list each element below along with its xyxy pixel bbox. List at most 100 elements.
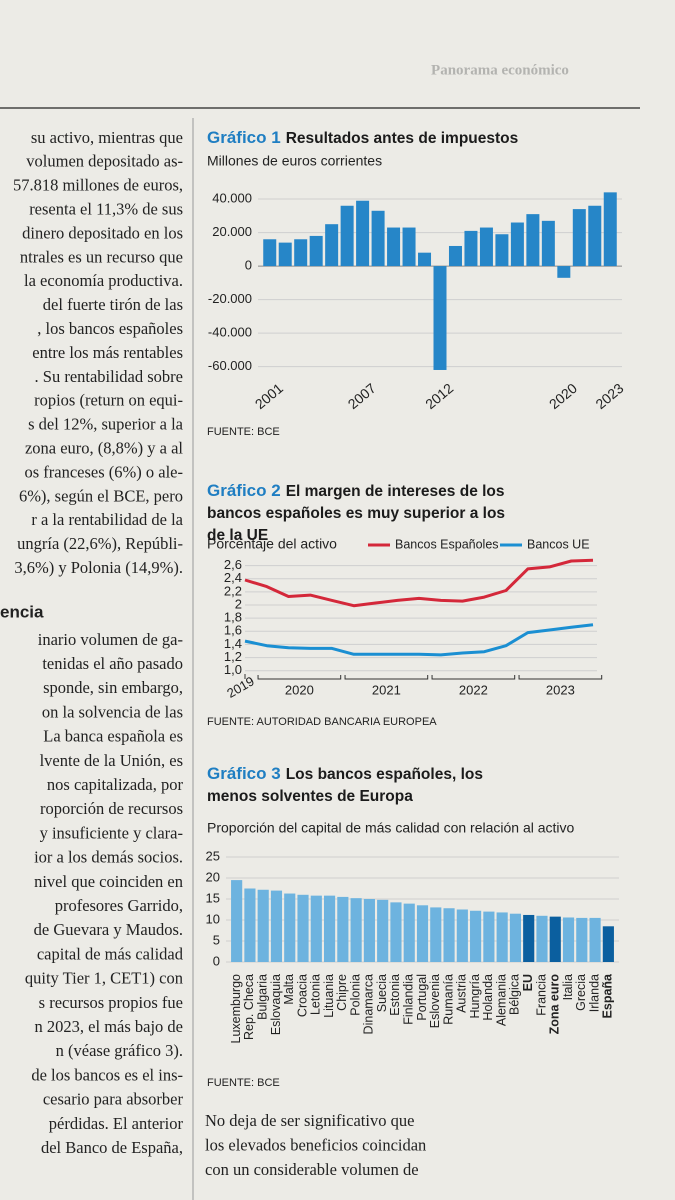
bar [310, 895, 322, 962]
bar [470, 910, 482, 962]
body-line: lvente de la Unión, es [40, 751, 183, 770]
chart-source: FUENTE: AUTORIDAD BANCARIA EUROPEA [207, 716, 437, 728]
x-tick-label: 2001 [252, 380, 286, 412]
body-line: La banca española es [43, 727, 183, 746]
x-tick-label: Grecia [574, 974, 588, 1011]
body-line: dinero depositado en los [22, 223, 183, 242]
bar [363, 899, 375, 962]
bar [263, 239, 277, 267]
bar [433, 266, 447, 370]
y-tick-label: 15 [206, 890, 220, 905]
bar [350, 898, 362, 962]
body-line: ropios (return on equi- [34, 391, 183, 410]
bar [557, 266, 571, 278]
y-tick-label: 1,0 [224, 662, 242, 677]
bar [257, 889, 269, 962]
chart-source: FUENTE: BCE [207, 1077, 280, 1089]
bar [448, 245, 462, 267]
bar [337, 896, 349, 962]
bar [562, 917, 575, 962]
x-tick-label: Austria [455, 974, 469, 1013]
bar [325, 224, 339, 267]
bar [270, 890, 283, 962]
body-line: pérdidas. El anterior [49, 1114, 184, 1133]
chart-title-text: Los bancos españoles, los menos solvente… [207, 766, 483, 805]
body-line: ior a los demás socios. [34, 848, 183, 867]
year-bracket [344, 675, 429, 680]
bar [297, 894, 309, 962]
chart-title: Gráfico 1 Resultados antes de impuestos [207, 127, 627, 150]
body-line: de Guevara y Maudos. [34, 920, 183, 939]
bar [603, 192, 617, 267]
bar [403, 903, 415, 962]
bar [572, 209, 586, 267]
y-tick-label: 20 [206, 869, 220, 884]
bar [443, 908, 455, 962]
body-line: sponde, sin embargo, [43, 678, 183, 697]
x-tick-label: Eslovenia [428, 974, 442, 1028]
bar [390, 902, 402, 962]
bar [496, 912, 508, 962]
chart-title-text: Resultados antes de impuestos [285, 130, 519, 147]
y-tick-label: 10 [206, 911, 220, 926]
legend-label: Bancos Españoles [395, 537, 499, 551]
year-label: 2023 [546, 682, 575, 697]
x-tick-label: Malta [282, 974, 296, 1005]
y-tick-label: 2,6 [224, 557, 242, 572]
bar [340, 205, 354, 267]
year-bracket [518, 675, 603, 680]
x-tick-label: Francia [534, 974, 548, 1016]
bar [549, 916, 561, 962]
body-line: ntrales es un recurso que [20, 247, 183, 266]
y-tick-label: 0 [245, 258, 252, 273]
body-line: s del 12%, superior a la [28, 415, 184, 434]
x-tick-label: Suecia [375, 974, 389, 1012]
body-line: , los bancos españoles [37, 319, 183, 338]
y-tick-label: 1,4 [224, 636, 242, 651]
y-tick-label: -60.000 [208, 358, 252, 373]
year-bracket [257, 675, 342, 680]
y-tick-label: -20.000 [208, 291, 252, 306]
x-tick-label: España [601, 973, 615, 1019]
bar [278, 242, 292, 267]
y-tick-label: 20.000 [212, 224, 252, 239]
body-line: 3,6%) y Polonia (14,9%). [14, 558, 183, 577]
chart-number: Gráfico 3 [207, 764, 281, 783]
body-line: . Su rentabilidad sobre [35, 367, 183, 386]
chart-title: Gráfico 2 El margen de intereses de los b… [207, 480, 527, 547]
body-line: on la solvencia de las [42, 702, 183, 721]
x-tick-label: Italia [561, 974, 575, 1000]
bar [231, 880, 243, 962]
bar [244, 888, 256, 962]
x-tick-label: Portugal [415, 974, 429, 1021]
x-tick-label: Chipre [335, 974, 349, 1011]
chart-number: Gráfico 2 [207, 481, 281, 500]
y-tick-label: 25 [206, 848, 220, 863]
running-header: Panorama económico [431, 62, 569, 78]
body-line: tenidas el año pasado [42, 654, 183, 673]
section-heading: encia [0, 602, 44, 621]
chart-subtitle: Proporción del capital de más calidad co… [207, 820, 575, 836]
bar [294, 239, 308, 267]
body-line: entre los más rentables [32, 343, 183, 362]
year-label: 2020 [285, 682, 314, 697]
bar [588, 205, 602, 267]
chart-subtitle: Millones de euros corrientes [207, 153, 382, 169]
bar [430, 907, 442, 962]
x-tick-label: Lituania [322, 974, 336, 1018]
chart-source: FUENTE: BCE [207, 426, 280, 438]
x-tick-label: Estonia [388, 974, 402, 1016]
body-line: cesario para absorber [43, 1090, 184, 1109]
body-line: los elevados beneficios coincidan [205, 1135, 426, 1154]
body-line: roporción de recursos [40, 799, 183, 818]
x-tick-label: Luxemburgo [229, 974, 243, 1044]
x-tick-label: 2012 [422, 380, 456, 412]
year-bracket [431, 675, 516, 680]
y-tick-label: 2 [235, 596, 242, 611]
bar [416, 905, 429, 962]
x-tick-label: Finlandia [402, 974, 416, 1025]
x-tick-label: Hungría [468, 974, 482, 1019]
x-tick-label: Dinamarca [362, 974, 376, 1034]
x-tick-label: Rep. Checa [242, 974, 256, 1040]
bar [479, 227, 493, 267]
